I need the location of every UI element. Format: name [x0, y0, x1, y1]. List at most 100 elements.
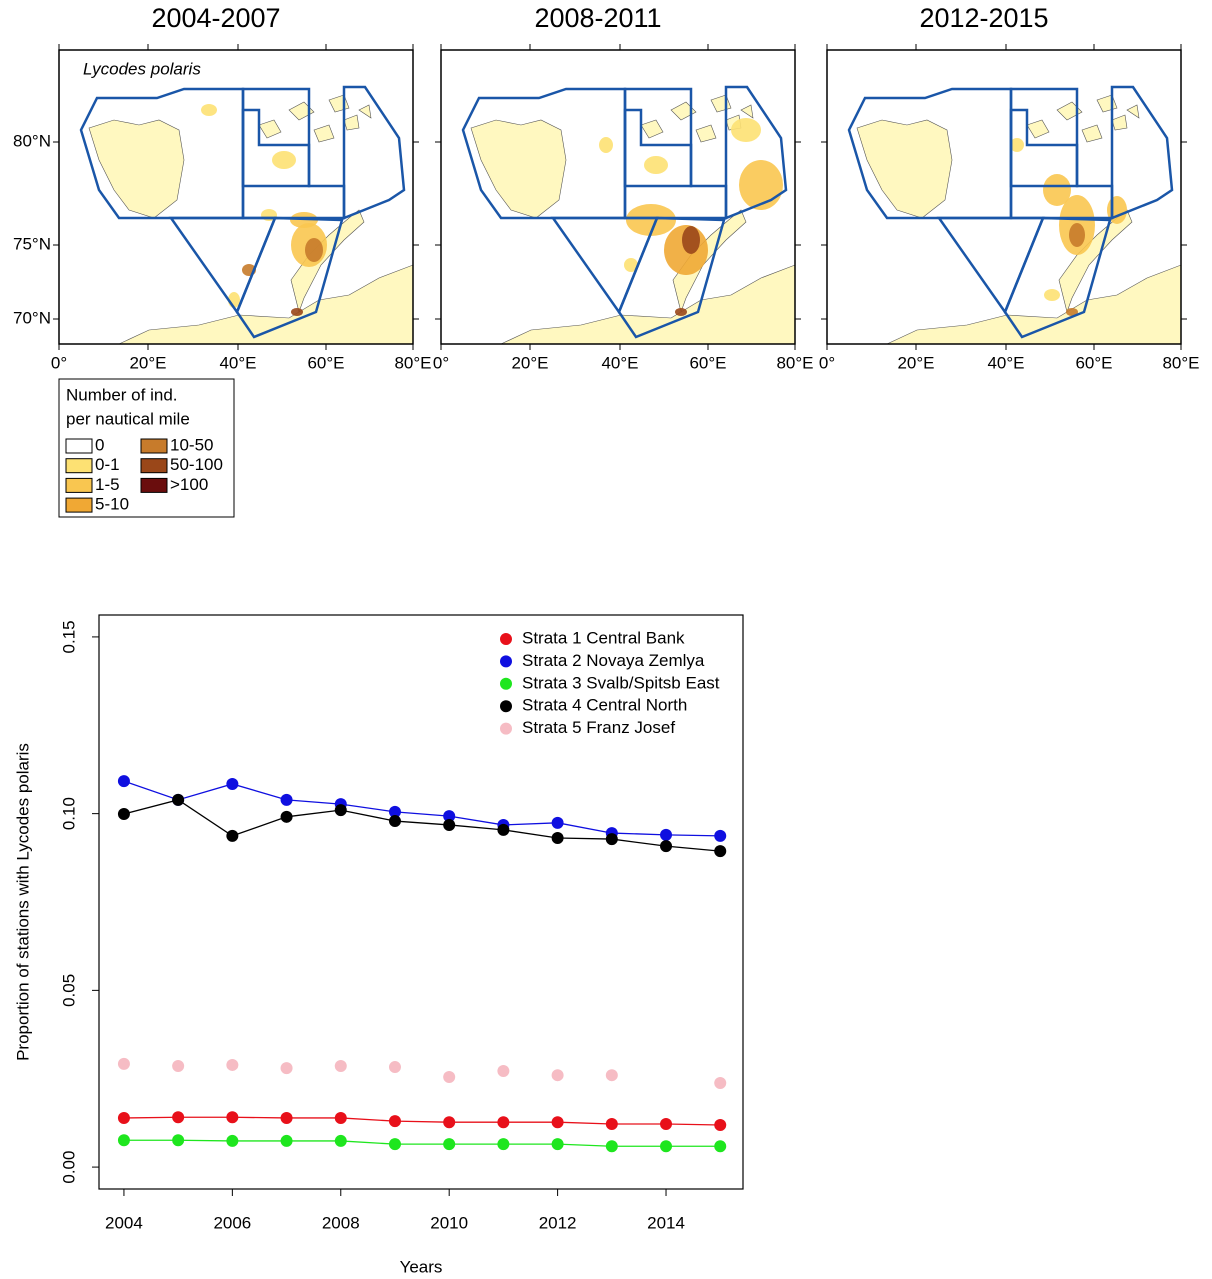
- land: [740, 104, 754, 119]
- legend-label: >100: [170, 475, 208, 494]
- legend-label: Strata 4 Central North: [522, 696, 687, 715]
- x-tick-label: 2006: [213, 1213, 251, 1232]
- data-point: [443, 818, 456, 831]
- data-point: [497, 1064, 510, 1077]
- data-point: [443, 1138, 456, 1151]
- land: [358, 104, 372, 119]
- density-area: [682, 226, 700, 254]
- data-point: [497, 1116, 510, 1129]
- data-point: [172, 1111, 185, 1124]
- data-point: [714, 845, 727, 858]
- lon-tick-label: 20°E: [129, 353, 166, 372]
- legend-title: Number of ind.: [66, 385, 178, 404]
- map-title: 2012-2015: [919, 3, 1048, 33]
- data-point: [714, 1076, 727, 1089]
- density-area: [272, 151, 296, 169]
- data-point: [551, 1138, 564, 1151]
- lon-tick-label: 40°E: [219, 353, 256, 372]
- legend-label: 0: [95, 435, 104, 454]
- data-point: [226, 1058, 239, 1071]
- data-point: [551, 1116, 564, 1129]
- data-point: [334, 1060, 347, 1072]
- density-area: [739, 160, 783, 210]
- map-panel: 2012-2015 0° 20°E 40°E 60°E 80°E: [819, 3, 1200, 372]
- land: [470, 119, 567, 219]
- lon-tick-label: 0°: [433, 353, 449, 372]
- legend-swatch: [65, 477, 93, 493]
- legend-marker: [500, 655, 512, 668]
- lon-tick-label: 60°E: [689, 353, 726, 372]
- stratum-outline: [235, 216, 344, 339]
- data-point: [660, 840, 673, 853]
- density-area: [731, 118, 761, 142]
- data-point: [714, 829, 727, 842]
- legend-swatch: [65, 458, 93, 474]
- y-tick-label: 0.00: [59, 1151, 78, 1184]
- data-point: [605, 1069, 618, 1082]
- lon-tick-label: 20°E: [511, 353, 548, 372]
- legend-label: 0-1: [95, 455, 120, 474]
- data-point: [280, 1134, 293, 1147]
- x-axis-label: Years: [400, 1257, 443, 1276]
- data-point: [605, 1117, 618, 1130]
- x-tick-label: 2012: [539, 1213, 577, 1232]
- legend-label: 10-50: [170, 435, 213, 454]
- data-point: [117, 775, 130, 788]
- density-area: [305, 238, 323, 262]
- series-line: [123, 1116, 721, 1126]
- legend-label: Strata 1 Central Bank: [522, 628, 685, 647]
- data-point: [388, 815, 401, 828]
- lon-tick-label: 60°E: [307, 353, 344, 372]
- data-point: [443, 1070, 456, 1083]
- density-area: [1043, 174, 1071, 206]
- map-frame: [826, 49, 1182, 345]
- data-point: [605, 1140, 618, 1153]
- legend-swatch: [65, 438, 93, 454]
- map-panel: 2008-2011 0° 20°E 40°E 60°E 80°E: [433, 3, 814, 372]
- data-point: [280, 1111, 293, 1124]
- data-point: [714, 1140, 727, 1153]
- x-tick-label: 2014: [647, 1213, 685, 1232]
- lat-tick-label: 75°N: [13, 234, 51, 253]
- data-point: [388, 1115, 401, 1128]
- land: [1126, 104, 1140, 119]
- land: [1026, 119, 1050, 139]
- stratum-outline: [342, 85, 406, 220]
- lon-tick-label: 80°E: [1162, 353, 1199, 372]
- lon-tick-label: 0°: [819, 353, 835, 372]
- legend-swatch: [140, 438, 168, 454]
- data-point: [660, 1140, 673, 1153]
- lat-tick-label: 80°N: [13, 131, 51, 150]
- density-area: [1010, 138, 1024, 152]
- lat-tick-label: 70°N: [13, 308, 51, 327]
- map-frame: [440, 49, 796, 345]
- y-tick-label: 0.10: [59, 797, 78, 830]
- land: [313, 124, 335, 143]
- legend-label: 1-5: [95, 475, 120, 494]
- data-point: [388, 805, 401, 818]
- legend-marker: [500, 700, 512, 713]
- density-area: [599, 137, 613, 153]
- x-tick-label: 2010: [430, 1213, 468, 1232]
- data-point: [172, 1060, 185, 1072]
- series-line: [123, 799, 721, 852]
- y-tick-label: 0.05: [59, 974, 78, 1007]
- stratum-outline: [241, 108, 311, 188]
- legend-label: Strata 5 Franz Josef: [522, 718, 675, 737]
- density-area: [291, 308, 303, 316]
- lon-tick-label: 0°: [51, 353, 67, 372]
- data-point: [443, 810, 456, 823]
- legend-swatch: [65, 497, 93, 513]
- lon-tick-label: 80°E: [394, 353, 431, 372]
- y-tick-label: 0.15: [59, 620, 78, 653]
- data-point: [605, 833, 618, 846]
- data-point: [172, 793, 185, 806]
- density-area: [624, 258, 638, 272]
- plot-frame: [98, 614, 744, 1190]
- legend-label: 5-10: [95, 495, 129, 514]
- data-point: [497, 823, 510, 836]
- data-point: [117, 1111, 130, 1124]
- legend-label: 50-100: [170, 455, 223, 474]
- density-area: [1069, 223, 1085, 247]
